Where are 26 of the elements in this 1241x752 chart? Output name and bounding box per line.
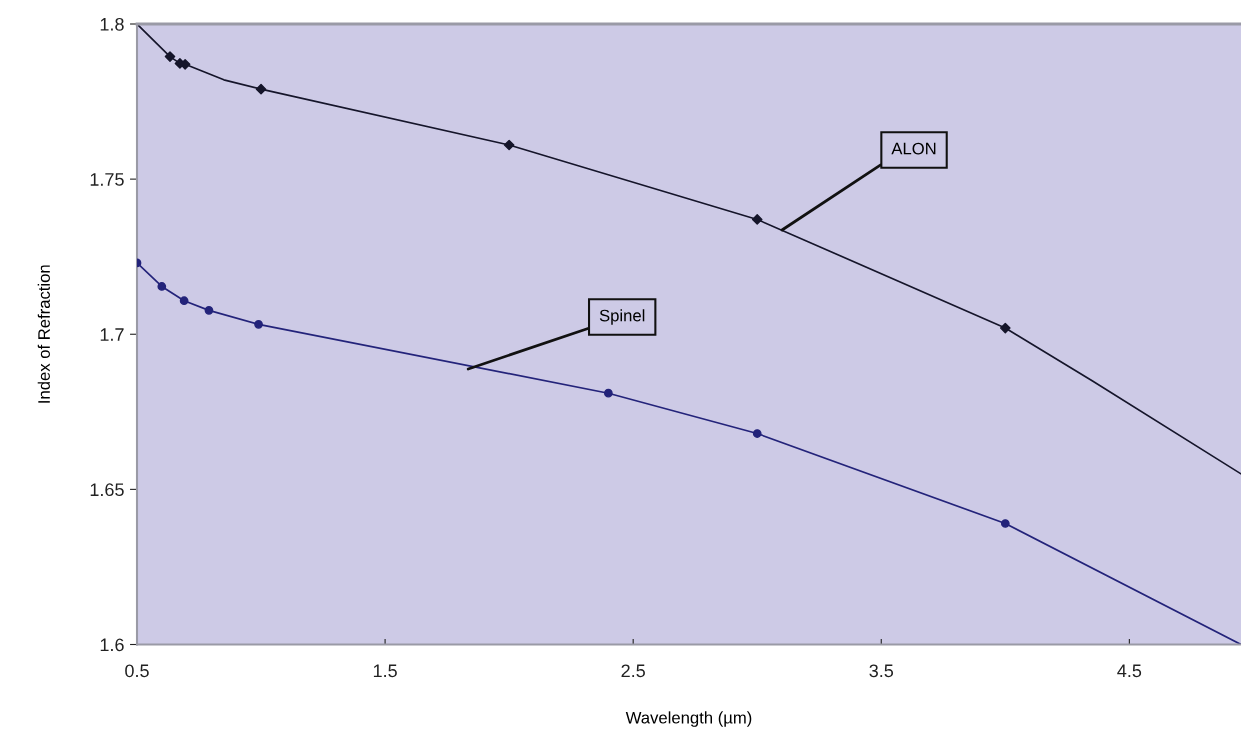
point	[503, 139, 515, 151]
y-tick-label: 1.65	[90, 483, 124, 497]
point	[254, 319, 263, 329]
x-tick-label: 2.5	[621, 664, 645, 678]
x-tick-label: 4.5	[1117, 664, 1142, 678]
x-tick-label: 0.5	[125, 664, 149, 678]
point	[204, 305, 214, 315]
y-tick-label: 1.6	[100, 638, 124, 652]
x-axis-title: Wavelength (µm)	[625, 711, 752, 727]
y-tick-label: 1.7	[100, 328, 124, 341]
point	[255, 83, 267, 95]
point	[604, 388, 613, 398]
point	[157, 282, 167, 291]
point	[164, 51, 176, 62]
point	[752, 429, 762, 438]
point	[751, 214, 763, 225]
x-tick-label: 3.5	[869, 664, 894, 678]
annotation: Spinel	[599, 309, 645, 325]
y-tick-label: 1.75	[90, 173, 124, 186]
x-tick-label: 1.5	[373, 664, 397, 678]
y-axis-title: Index of Refraction	[37, 265, 50, 403]
annotation: ALON	[891, 142, 936, 155]
point	[1000, 519, 1010, 528]
y-tick-label: 1.8	[100, 17, 124, 31]
point	[1000, 322, 1011, 334]
point	[179, 296, 189, 306]
